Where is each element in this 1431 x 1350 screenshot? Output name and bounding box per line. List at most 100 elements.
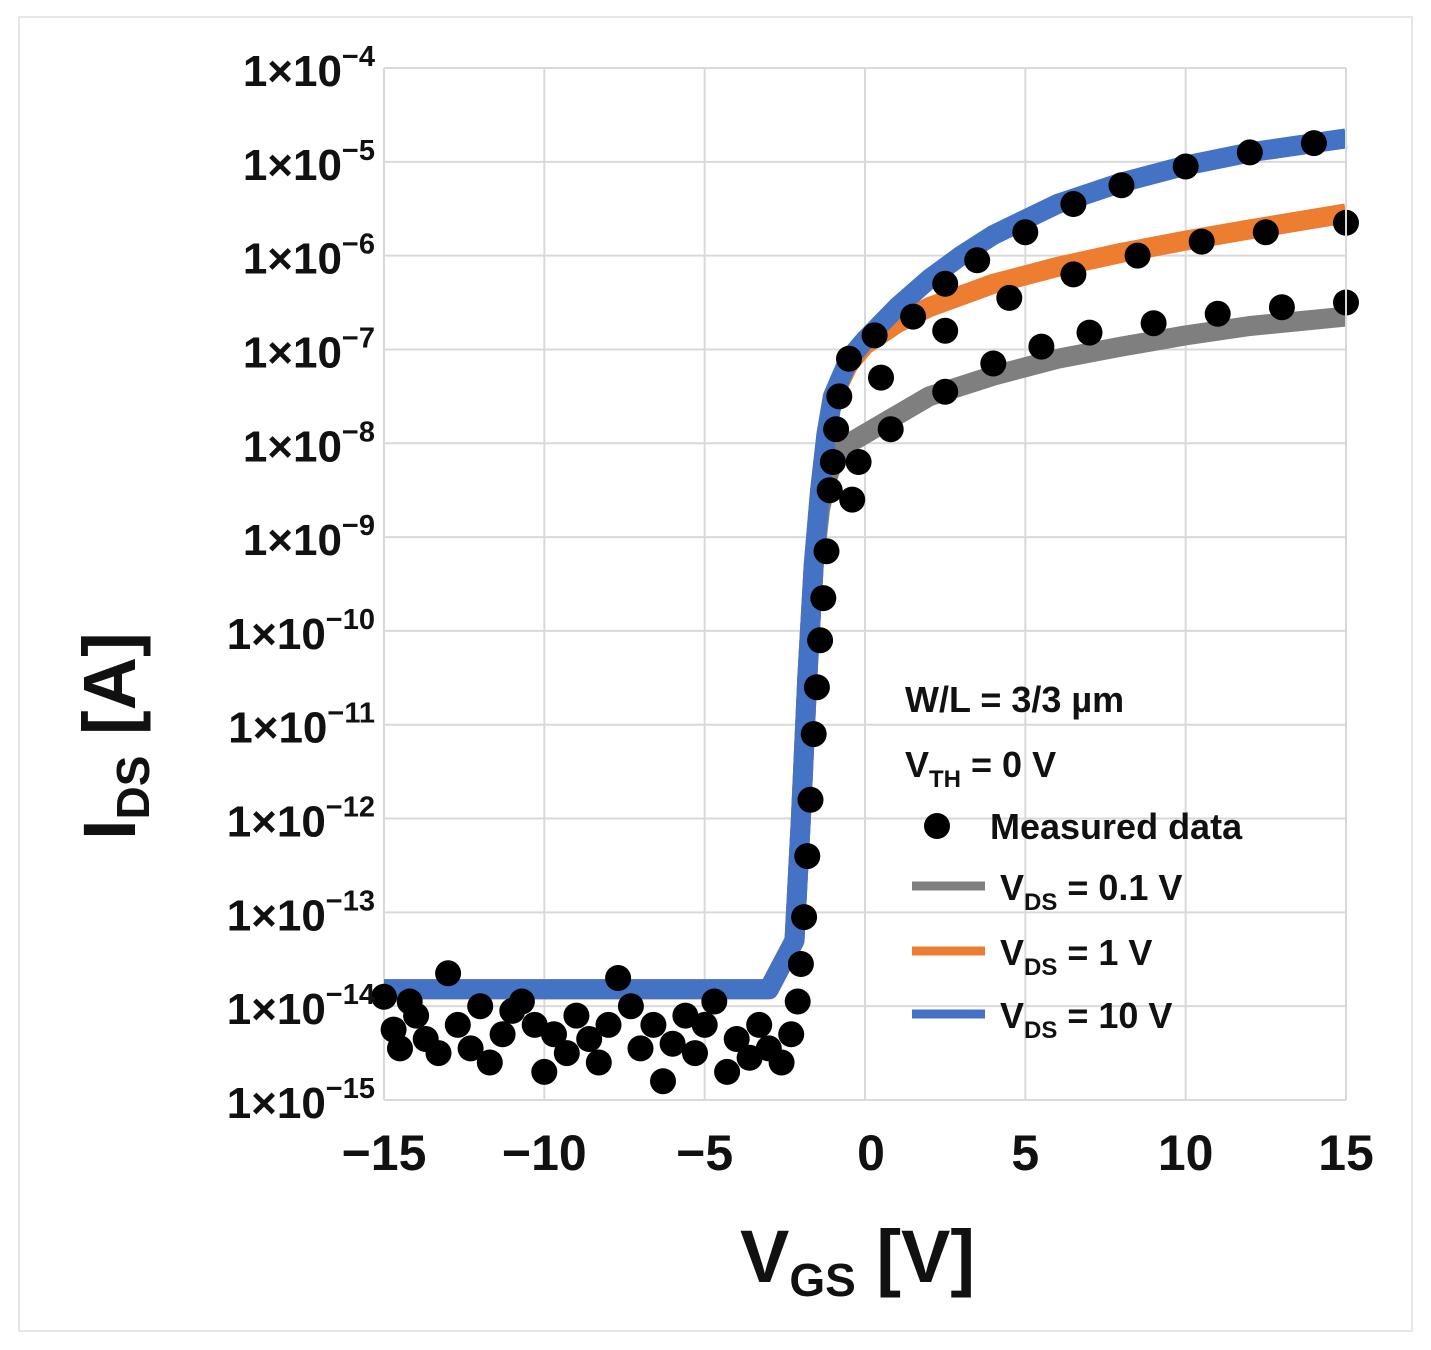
x-tick-label: 5: [1011, 1125, 1039, 1181]
measured-point: [868, 364, 894, 391]
measured-point: [672, 1002, 699, 1029]
measured-point: [1060, 261, 1087, 288]
measured-point: [701, 988, 728, 1015]
vth-rest: = 0 V: [961, 744, 1056, 785]
y-tick-label: 1×10−6: [243, 229, 375, 284]
measured-point: [800, 721, 827, 748]
measured-point: [508, 988, 535, 1015]
measured-point: [585, 1049, 612, 1076]
measured-point: [1108, 172, 1135, 199]
legend-vth-annotation: VTH = 0 V: [905, 744, 1056, 793]
legend-label-vds-1: VDS = 1 V: [1000, 932, 1152, 981]
measured-point: [1188, 228, 1215, 255]
measured-point: [714, 1058, 741, 1085]
measured-point: [682, 1040, 708, 1067]
measured-point: [553, 1040, 580, 1067]
x-tick-label: −10: [502, 1125, 587, 1181]
measured-point: [1300, 130, 1327, 157]
legend: W/L = 3/3 µm VTH = 0 V Measured data VDS…: [905, 679, 1243, 1044]
measured-point: [996, 284, 1023, 311]
measured-point: [659, 1030, 686, 1057]
measured-point: [794, 843, 821, 870]
measured-point: [1012, 219, 1039, 246]
measured-point: [746, 1011, 773, 1038]
measured-point: [467, 993, 494, 1020]
measured-point: [489, 1021, 516, 1048]
y-tick-label: 1×10−12: [227, 792, 375, 847]
x-axis-label: VGS [V]: [740, 1215, 975, 1306]
measured-point: [823, 416, 850, 443]
y-tick-label: 1×10−15: [227, 1073, 375, 1128]
y-tick-label: 1×10−7: [243, 322, 375, 377]
measured-point: [1076, 319, 1103, 346]
y-tick-label: 1×10−5: [243, 135, 375, 190]
measured-point: [531, 1058, 558, 1085]
y-tick-label: 1×10−14: [227, 979, 375, 1034]
measured-point: [723, 1026, 750, 1052]
measured-point: [839, 486, 866, 513]
svg-text:VGS [V]: VGS [V]: [740, 1215, 975, 1306]
measured-point: [932, 378, 959, 405]
measured-point: [457, 1035, 484, 1062]
vth-sub: TH: [929, 766, 961, 793]
measured-point: [640, 1011, 667, 1038]
x-tick-label: 10: [1158, 1125, 1214, 1181]
figure-frame: [18, 16, 1413, 1332]
measured-point: [816, 477, 843, 504]
measured-point: [784, 988, 811, 1015]
y-axis-label-main: I: [68, 819, 151, 840]
measured-point: [521, 1011, 548, 1038]
measured-point: [1268, 294, 1295, 321]
measured-point: [813, 538, 840, 565]
measured-point: [819, 449, 846, 475]
y-tick-label: 1×10−13: [227, 885, 375, 940]
measured-point: [810, 585, 837, 612]
y-axis-label-unit: [A]: [68, 632, 151, 755]
x-tick-label: −15: [342, 1125, 427, 1181]
legend-label-vds-0.1: VDS = 0.1 V: [1000, 867, 1182, 916]
measured-point: [778, 1021, 805, 1048]
measured-point: [826, 383, 853, 410]
measured-point: [964, 247, 991, 274]
measured-point: [836, 345, 862, 372]
measured-point: [1060, 191, 1087, 217]
measured-point: [425, 1040, 452, 1067]
y-tick-label: 1×10−8: [243, 416, 375, 471]
measured-point: [1204, 300, 1231, 327]
measured-point: [803, 674, 830, 701]
x-axis-label-main: V: [740, 1215, 789, 1298]
measured-point: [691, 1011, 718, 1038]
grid-lines: [383, 67, 1347, 1101]
y-tick-labels: 1×10−4 1×10−5 1×10−6 1×10−7 1×10−8 1×10−9 1×10…: [227, 41, 375, 1128]
y-axis-label-sub: DS: [107, 756, 159, 820]
legend-measured-label: Measured data: [990, 806, 1243, 847]
measured-point: [627, 1035, 654, 1062]
measured-point: [617, 993, 644, 1020]
x-axis-label-unit: [V]: [856, 1215, 975, 1298]
measured-point: [900, 303, 927, 330]
measured-point: [576, 1026, 603, 1052]
x-tick-label: −5: [676, 1125, 733, 1181]
measured-point: [877, 416, 904, 443]
measured-point: [791, 904, 818, 931]
measured-point: [605, 965, 632, 991]
y-axis-label: IDS [A]: [68, 632, 159, 840]
svg-text:IDS [A]: IDS [A]: [68, 632, 159, 840]
measured-point: [387, 1035, 413, 1062]
x-tick-label: 15: [1318, 1125, 1374, 1181]
measured-point: [736, 1044, 763, 1071]
measured-point: [787, 951, 814, 977]
measured-point: [932, 270, 959, 297]
measured-point: [932, 317, 959, 344]
measured-point: [807, 627, 834, 654]
y-tick-label: 1×10−9: [243, 510, 375, 565]
measured-point: [444, 1011, 471, 1038]
y-tick-label: 1×10−10: [227, 604, 375, 659]
measured-point: [861, 322, 888, 349]
measured-point: [435, 960, 462, 987]
y-tick-label: 1×10−11: [228, 698, 375, 753]
measured-point: [595, 1011, 622, 1038]
measured-point: [371, 983, 397, 1010]
measured-point: [1028, 333, 1055, 360]
